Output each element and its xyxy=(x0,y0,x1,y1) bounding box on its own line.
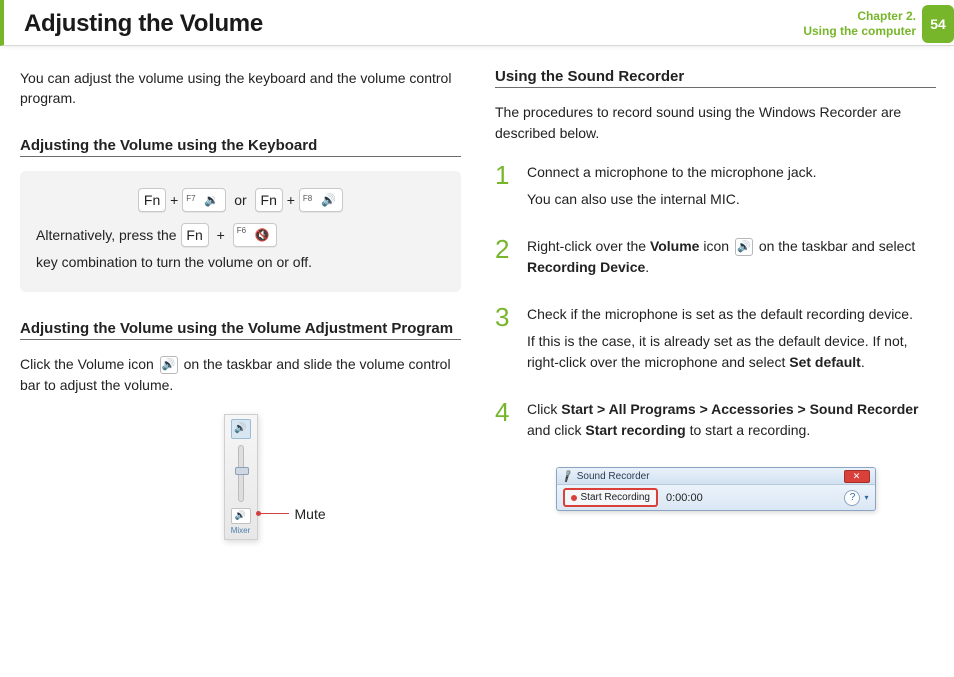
recorder-right-controls: ? ▾ xyxy=(844,490,868,506)
page-header: Adjusting the Volume Chapter 2. Using th… xyxy=(0,0,954,46)
start-recording-button[interactable]: Start Recording xyxy=(563,488,658,507)
f8-label: F8 xyxy=(303,190,312,208)
f6-label: F6 xyxy=(237,225,246,238)
volume-track[interactable] xyxy=(238,445,244,502)
step-1-body: Connect a microphone to the microphone j… xyxy=(527,162,817,216)
key-combo-row: Fn + F7 🔉 or Fn + F8 🔊 xyxy=(36,185,445,216)
recorder-wrap: 🎤 Sound Recorder ✕ Start Recording 0:00:… xyxy=(495,467,936,511)
sound-recorder-title: Using the Sound Recorder xyxy=(495,68,936,88)
alternative-combo-row: Alternatively, press the Fn + F6 🔇 key co… xyxy=(36,223,445,273)
microphone-icon: 🎤 xyxy=(560,468,575,483)
step-2-mid: icon xyxy=(699,238,732,254)
step-2-post: on the taskbar and select xyxy=(755,238,915,254)
section-program-title: Adjusting the Volume using the Volume Ad… xyxy=(20,320,461,340)
recorder-titlebar: 🎤 Sound Recorder ✕ xyxy=(557,468,875,485)
volume-mute-icon: 🔇 xyxy=(255,226,270,245)
volume-top-icon: 🔊 xyxy=(231,419,251,439)
recording-time: 0:00:00 xyxy=(666,492,703,504)
plus-sign-2: + xyxy=(287,185,295,216)
page-number-badge: 54 xyxy=(922,5,954,43)
keyboard-shortcut-box: Fn + F7 🔉 or Fn + F8 🔊 Alternatively, pres… xyxy=(20,171,461,292)
step-number-4: 4 xyxy=(495,399,515,447)
section-keyboard-title: Adjusting the Volume using the Keyboard xyxy=(20,137,461,157)
chapter-line-2: Using the computer xyxy=(803,24,916,39)
recorder-body: Start Recording 0:00:00 ? ▾ xyxy=(557,485,875,510)
or-label: or xyxy=(234,185,246,216)
step-4-end: to start a recording. xyxy=(686,422,811,438)
step-4-bold: Start recording xyxy=(585,422,685,438)
volume-widget-wrap: 🔊 🔊 Mixer Mute xyxy=(20,414,461,540)
intro-text: You can adjust the volume using the keyb… xyxy=(20,68,461,109)
volume-down-icon: 🔉 xyxy=(204,187,219,213)
alt-pre-text: Alternatively, press the xyxy=(36,224,177,246)
volume-icon-inline: 🔊 xyxy=(735,238,753,256)
step-4-pre: Click xyxy=(527,401,561,417)
step-4-path: Start > All Programs > Accessories > Sou… xyxy=(561,401,918,417)
step-4-body: Click Start > All Programs > Accessories… xyxy=(527,399,936,447)
page-title: Adjusting the Volume xyxy=(24,10,803,38)
plus-sign-3: + xyxy=(217,224,225,246)
f7-label: F7 xyxy=(186,190,195,208)
fn-key-2: Fn xyxy=(255,188,283,212)
program-text-pre: Click the Volume icon xyxy=(20,356,158,372)
volume-mute-button[interactable]: 🔊 xyxy=(231,508,251,524)
step-number-2: 2 xyxy=(495,236,515,284)
step-number-3: 3 xyxy=(495,304,515,379)
f6-key: F6 🔇 xyxy=(233,223,277,247)
callout-line xyxy=(259,513,289,514)
mute-label: Mute xyxy=(295,506,326,522)
step-3-body: Check if the microphone is set as the de… xyxy=(527,304,936,379)
record-dot-icon xyxy=(571,495,577,501)
step-2: 2 Right-click over the Volume icon 🔊 on … xyxy=(495,236,936,284)
left-column: You can adjust the volume using the keyb… xyxy=(20,68,461,540)
alt-post-text: key combination to turn the volume on or… xyxy=(36,251,312,273)
step-2-body: Right-click over the Volume icon 🔊 on th… xyxy=(527,236,936,284)
program-text: Click the Volume icon 🔊 on the taskbar a… xyxy=(20,354,461,396)
f8-key: F8 🔊 xyxy=(299,188,343,212)
fn-key-3: Fn xyxy=(181,223,209,247)
chapter-block: Chapter 2. Using the computer 54 xyxy=(803,6,954,41)
content-columns: You can adjust the volume using the keyb… xyxy=(0,46,954,550)
step-1a: Connect a microphone to the microphone j… xyxy=(527,162,817,183)
step-4-mid: and click xyxy=(527,422,585,438)
fn-key-label-2: Fn xyxy=(261,185,277,216)
step-2-pre: Right-click over the xyxy=(527,238,650,254)
step-number-1: 1 xyxy=(495,162,515,216)
chapter-label: Chapter 2. Using the computer xyxy=(803,9,916,39)
step-3: 3 Check if the microphone is set as the … xyxy=(495,304,936,379)
help-button[interactable]: ? xyxy=(844,490,860,506)
volume-slider-widget: 🔊 🔊 Mixer xyxy=(224,414,258,540)
right-column: Using the Sound Recorder The procedures … xyxy=(495,68,936,540)
recorder-intro: The procedures to record sound using the… xyxy=(495,102,936,144)
volume-up-icon: 🔊 xyxy=(321,187,336,213)
step-3b-bold: Set default xyxy=(789,354,861,370)
chapter-line-1: Chapter 2. xyxy=(803,9,916,24)
step-3a: Check if the microphone is set as the de… xyxy=(527,304,936,325)
fn-key-label-3: Fn xyxy=(186,224,202,246)
volume-icon: 🔊 xyxy=(160,356,178,374)
volume-thumb[interactable] xyxy=(235,467,249,475)
step-1: 1 Connect a microphone to the microphone… xyxy=(495,162,936,216)
step-2-bold-recdev: Recording Device xyxy=(527,259,645,275)
step-1b: You can also use the internal MIC. xyxy=(527,189,817,210)
step-4: 4 Click Start > All Programs > Accessori… xyxy=(495,399,936,447)
plus-sign: + xyxy=(170,185,178,216)
fn-key: Fn xyxy=(138,188,166,212)
fn-key-label: Fn xyxy=(144,185,160,216)
recorder-title-text: Sound Recorder xyxy=(577,471,650,482)
f7-key: F7 🔉 xyxy=(182,188,226,212)
start-recording-label: Start Recording xyxy=(581,492,650,503)
step-3b-end: . xyxy=(861,354,865,370)
close-button[interactable]: ✕ xyxy=(844,470,870,483)
step-2-end: . xyxy=(645,259,649,275)
step-2-bold-volume: Volume xyxy=(650,238,700,254)
sound-recorder-window: 🎤 Sound Recorder ✕ Start Recording 0:00:… xyxy=(556,467,876,511)
dropdown-icon[interactable]: ▾ xyxy=(864,493,868,502)
mute-callout: Mute xyxy=(259,506,326,522)
mixer-link[interactable]: Mixer xyxy=(231,526,251,535)
